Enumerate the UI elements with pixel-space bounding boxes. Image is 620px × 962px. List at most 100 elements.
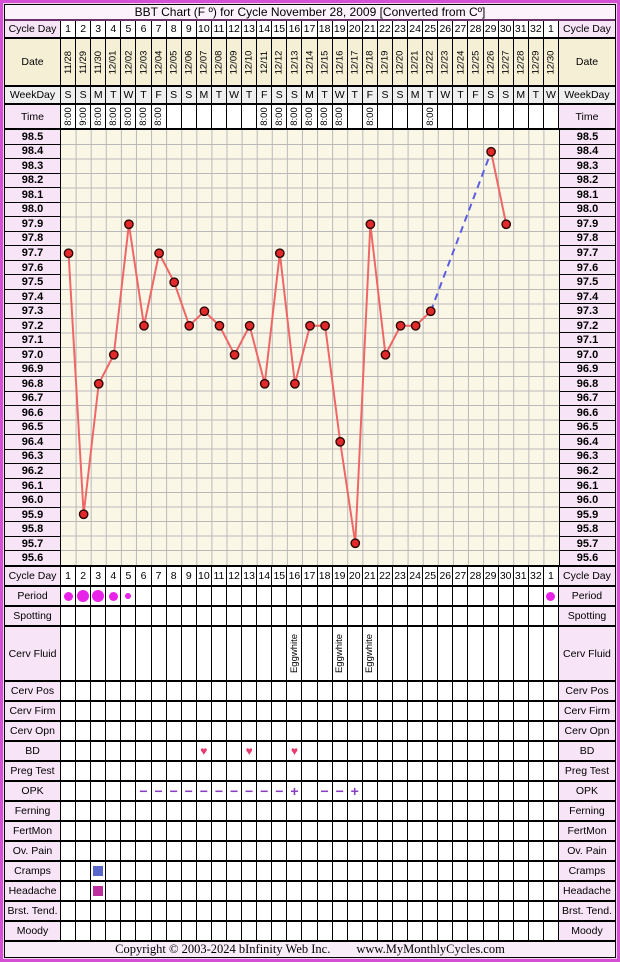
ov-pain-row-cell	[242, 842, 258, 860]
spotting-row-cell	[302, 607, 318, 625]
preg-test-row-cell	[302, 762, 318, 780]
ferning-row-cell	[151, 802, 167, 820]
y-axis-right: 98.5 98.4 98.3 98.2 98.1 98.0 97.9 97.8 97.7 97.6…	[559, 130, 615, 565]
spotting-row-cell	[392, 607, 409, 625]
ferning-row-cell	[136, 802, 152, 820]
y-tick-label: 98.2	[560, 174, 615, 189]
date-row-cell: 12/12	[272, 39, 288, 85]
vertical-text: 12/23	[439, 50, 451, 74]
cycle-day-row-label-left: Cycle Day	[5, 21, 61, 37]
opk-row-cell: +	[287, 782, 303, 800]
ferning-row-label-right: Ferning	[558, 802, 615, 820]
cramps-marker	[93, 866, 104, 876]
date-row-cell: 12/06	[181, 39, 197, 85]
spotting-row-cell	[543, 607, 559, 625]
time-row-cell	[408, 105, 424, 128]
cycle-day-row-cell: 14	[257, 21, 273, 37]
y-tick-label: 96.1	[560, 479, 615, 494]
cerv-pos-row-cell	[468, 682, 484, 700]
cycle-day2-row-cell: 17	[302, 567, 318, 585]
headache-row-cell	[408, 882, 424, 900]
opk-row-cell: −	[181, 782, 197, 800]
cerv-opn-row-cell	[362, 722, 378, 740]
moody-row-cell	[498, 922, 514, 940]
bd-row-cell: ♥	[287, 742, 303, 760]
cycle-day2-row-cell: 29	[483, 567, 499, 585]
fertmon-row-cell	[453, 822, 469, 840]
vertical-text: 12/21	[409, 50, 421, 74]
cycle-day2-row-cell: 3	[91, 567, 107, 585]
spotting-row-cell	[76, 607, 92, 625]
opk-negative: −	[275, 783, 284, 799]
bd-row-cell: ♥	[196, 742, 212, 760]
preg-test-row-cell	[136, 762, 152, 780]
y-tick-label: 97.3	[560, 304, 615, 319]
cycle-day-row-cell: 3	[91, 21, 107, 37]
time-row-cell	[392, 105, 409, 128]
ov-pain-row-cell	[196, 842, 212, 860]
footer-site-link[interactable]: www.MyMonthlyCycles.com	[356, 942, 505, 956]
bd-row-cell	[362, 742, 378, 760]
bd-row-cell	[257, 742, 273, 760]
opk-row-cell: −	[211, 782, 227, 800]
spotting-row-cell	[483, 607, 499, 625]
cerv-opn-row-cell	[91, 722, 107, 740]
cerv-firm-row-cell	[91, 702, 107, 720]
date-row-cell: 12/25	[468, 39, 484, 85]
temperature-point	[365, 219, 376, 230]
cerv-pos-row-cell	[438, 682, 454, 700]
cerv-pos-row-cell	[136, 682, 152, 700]
ov-pain-row-cell	[498, 842, 514, 860]
cerv-pos-row-cell	[317, 682, 333, 700]
opk-negative: −	[245, 783, 254, 799]
opk-row-cell	[121, 782, 137, 800]
vertical-text: 8:00	[153, 107, 165, 126]
headache-row-cell	[423, 882, 439, 900]
cycle-day2-row-cell: 4	[106, 567, 122, 585]
brst-tend-row-cell	[166, 902, 182, 920]
spotting-row-cell	[121, 607, 137, 625]
spotting-row-cell	[166, 607, 182, 625]
cerv-firm-row-cell	[438, 702, 454, 720]
cerv-opn-row-cell	[226, 722, 243, 740]
spotting-row-cell	[226, 607, 243, 625]
cerv-firm-row-cell	[106, 702, 122, 720]
time-row-cell	[543, 105, 559, 128]
moody-row-cell	[76, 922, 92, 940]
opk-row-cell: −	[332, 782, 348, 800]
period-row-cell	[362, 587, 378, 605]
y-tick-label: 96.3	[5, 450, 60, 465]
cycle-day2-row-cell: 2	[76, 567, 92, 585]
period-row-cell	[287, 587, 303, 605]
opk-row-cell	[498, 782, 514, 800]
moody-row-cell	[347, 922, 363, 940]
opk-row-label-left: OPK	[5, 782, 61, 800]
temperature-point	[63, 248, 74, 259]
cerv-fluid-row-cell	[257, 627, 273, 680]
ov-pain-row-cell	[121, 842, 137, 860]
opk-negative: −	[154, 783, 163, 799]
cramps-row-cell	[408, 862, 424, 880]
time-row-label-right: Time	[558, 105, 615, 128]
cerv-firm-row-label-right: Cerv Firm	[558, 702, 615, 720]
preg-test-row-cell	[257, 762, 273, 780]
cramps-row-cell	[392, 862, 409, 880]
cerv-firm-row-cell	[543, 702, 559, 720]
cerv-pos-row-cell	[543, 682, 559, 700]
brst-tend-row-cell	[76, 902, 92, 920]
cramps-row-cell	[91, 862, 107, 880]
bd-row-label-left: BD	[5, 742, 61, 760]
cramps-row-cell	[483, 862, 499, 880]
brst-tend-row-cell	[468, 902, 484, 920]
bd-row-cell	[211, 742, 227, 760]
preg-test-row-cell	[91, 762, 107, 780]
cerv-pos-row-cell	[377, 682, 393, 700]
time-row-cell: 8:00	[151, 105, 167, 128]
moody-row-cell	[91, 922, 107, 940]
fertmon-row-cell	[106, 822, 122, 840]
cramps-row-cell	[272, 862, 288, 880]
cycle-day-row-cell: 25	[423, 21, 439, 37]
temperature-point	[214, 320, 225, 331]
opk-row-cell: +	[347, 782, 363, 800]
preg-test-row-cell	[408, 762, 424, 780]
